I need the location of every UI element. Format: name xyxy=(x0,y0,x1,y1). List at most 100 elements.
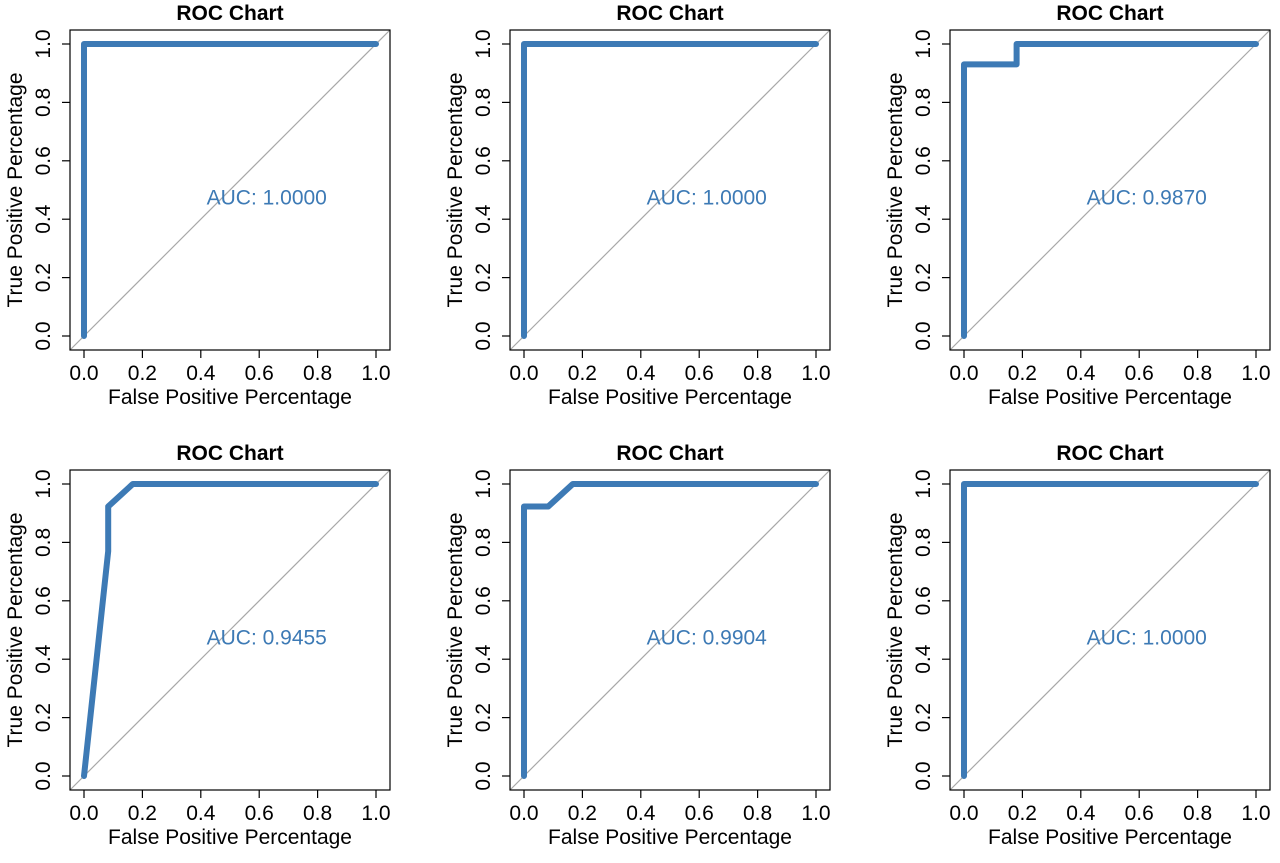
y-tick-label: 1.0 xyxy=(912,29,935,58)
x-tick-label: 0.6 xyxy=(1125,362,1154,385)
plot-frame xyxy=(69,29,391,351)
x-tick-label: 0.6 xyxy=(245,802,274,825)
y-axis-label: True Positive Percentage xyxy=(4,512,27,747)
x-tick-label: 0.0 xyxy=(509,362,538,385)
y-axis-label: True Positive Percentage xyxy=(884,72,907,307)
y-tick-label: 0.6 xyxy=(32,146,55,175)
y-tick-label: 1.0 xyxy=(32,469,55,498)
x-tick-label: 1.0 xyxy=(361,362,390,385)
x-tick-label: 0.4 xyxy=(1066,362,1096,385)
y-tick-label: 0.2 xyxy=(472,703,495,732)
y-tick-label: 0.8 xyxy=(912,88,935,117)
roc-panel-6: ROC Chart 0.0 0.2 0.4 0.6 0.8 1.0 0.0 0.2 0.4 0.6 0… xyxy=(884,442,1271,849)
x-tick-label: 1.0 xyxy=(801,802,830,825)
auc-annotation: AUC: 0.9904 xyxy=(647,627,768,650)
y-tick-label: 0.4 xyxy=(32,644,55,674)
y-tick-label: 0.2 xyxy=(472,263,495,292)
diagonal-reference-line xyxy=(949,469,1271,791)
x-tick-label: 0.0 xyxy=(949,802,978,825)
x-tick-label: 0.6 xyxy=(245,362,274,385)
y-tick-label: 0.0 xyxy=(472,761,495,790)
x-tick-label: 0.4 xyxy=(186,802,216,825)
y-tick-label: 0.4 xyxy=(32,204,55,234)
x-tick-label: 0.2 xyxy=(568,802,597,825)
roc-curve xyxy=(81,481,379,779)
roc-curve xyxy=(961,41,1259,339)
y-tick-label: 0.2 xyxy=(912,703,935,732)
diagonal-reference-line xyxy=(509,469,831,791)
x-tick-label: 1.0 xyxy=(1241,362,1270,385)
x-tick-label: 1.0 xyxy=(1241,802,1270,825)
y-tick-label: 0.6 xyxy=(912,586,935,615)
x-tick-label: 0.0 xyxy=(949,362,978,385)
auc-annotation: AUC: 1.0000 xyxy=(1087,627,1207,650)
x-tick-label: 0.4 xyxy=(626,802,656,825)
x-tick-label: 0.8 xyxy=(1183,362,1212,385)
plot-frame xyxy=(949,29,1271,351)
roc-panel-5: ROC Chart 0.0 0.2 0.4 0.6 0.8 1.0 0.0 0.2 0.4 0.6 0… xyxy=(444,442,831,849)
x-tick-label: 0.2 xyxy=(568,362,597,385)
x-tick-label: 1.0 xyxy=(361,802,390,825)
roc-panel-2: ROC Chart 0.0 0.2 0.4 0.6 0.8 1.0 0.0 0.2 0.4 0.6 0… xyxy=(444,2,831,409)
x-axis-label: False Positive Percentage xyxy=(108,826,352,849)
y-tick-label: 0.2 xyxy=(32,703,55,732)
x-tick-label: 0.4 xyxy=(626,362,656,385)
y-tick-label: 0.6 xyxy=(912,146,935,175)
x-tick-label: 0.2 xyxy=(1008,362,1037,385)
auc-annotation: AUC: 0.9870 xyxy=(1087,187,1207,210)
panel-title: ROC Chart xyxy=(616,442,723,465)
y-tick-label: 0.8 xyxy=(912,528,935,557)
x-tick-label: 0.4 xyxy=(1066,802,1096,825)
x-axis-label: False Positive Percentage xyxy=(548,386,792,409)
x-tick-label: 1.0 xyxy=(801,362,830,385)
x-tick-label: 0.6 xyxy=(685,362,714,385)
panel-title: ROC Chart xyxy=(1056,2,1163,25)
panel-title: ROC Chart xyxy=(176,2,283,25)
y-tick-label: 0.0 xyxy=(32,761,55,790)
plot-frame xyxy=(69,469,391,791)
auc-annotation: AUC: 0.9455 xyxy=(207,627,327,650)
y-tick-label: 0.4 xyxy=(912,204,935,234)
y-tick-label: 1.0 xyxy=(32,29,55,58)
panel-title: ROC Chart xyxy=(616,2,723,25)
y-tick-label: 0.2 xyxy=(912,263,935,292)
x-tick-label: 0.2 xyxy=(128,362,157,385)
x-tick-label: 0.2 xyxy=(1008,802,1037,825)
roc-panel-4: ROC Chart 0.0 0.2 0.4 0.6 0.8 1.0 0.0 0.2 0.4 0.6 0… xyxy=(4,442,391,849)
plot-frame xyxy=(509,469,831,791)
x-tick-label: 0.8 xyxy=(1183,802,1212,825)
y-tick-label: 0.8 xyxy=(32,528,55,557)
roc-panel-3: ROC Chart 0.0 0.2 0.4 0.6 0.8 1.0 0.0 0.2 0.4 0.6 0… xyxy=(884,2,1271,409)
y-axis-label: True Positive Percentage xyxy=(444,72,467,307)
y-tick-label: 1.0 xyxy=(472,469,495,498)
y-tick-label: 0.6 xyxy=(472,586,495,615)
x-tick-label: 0.8 xyxy=(743,802,772,825)
x-axis-label: False Positive Percentage xyxy=(988,826,1232,849)
y-tick-label: 0.2 xyxy=(32,263,55,292)
diagonal-reference-line xyxy=(949,29,1271,351)
y-tick-label: 0.6 xyxy=(472,146,495,175)
roc-curve xyxy=(81,41,379,339)
y-tick-label: 0.8 xyxy=(472,528,495,557)
y-tick-label: 0.6 xyxy=(32,586,55,615)
y-tick-label: 1.0 xyxy=(912,469,935,498)
roc-curve xyxy=(521,481,819,779)
diagonal-reference-line xyxy=(69,29,391,351)
y-tick-label: 0.4 xyxy=(912,644,935,674)
roc-panel-1: ROC Chart 0.0 0.2 0.4 0.6 0.8 1.0 0.0 0.2 0.4 0.6 0… xyxy=(4,2,391,409)
x-axis-label: False Positive Percentage xyxy=(108,386,352,409)
y-tick-label: 0.0 xyxy=(472,321,495,350)
y-axis-label: True Positive Percentage xyxy=(444,512,467,747)
y-tick-label: 0.8 xyxy=(32,88,55,117)
y-axis-label: True Positive Percentage xyxy=(884,512,907,747)
x-tick-label: 0.2 xyxy=(128,802,157,825)
y-tick-label: 0.8 xyxy=(472,88,495,117)
panel-title: ROC Chart xyxy=(176,442,283,465)
y-tick-label: 0.0 xyxy=(912,761,935,790)
y-tick-label: 0.4 xyxy=(472,644,495,674)
x-axis-label: False Positive Percentage xyxy=(548,826,792,849)
x-tick-label: 0.6 xyxy=(1125,802,1154,825)
x-tick-label: 0.8 xyxy=(743,362,772,385)
y-tick-label: 0.0 xyxy=(912,321,935,350)
auc-annotation: AUC: 1.0000 xyxy=(207,187,327,210)
